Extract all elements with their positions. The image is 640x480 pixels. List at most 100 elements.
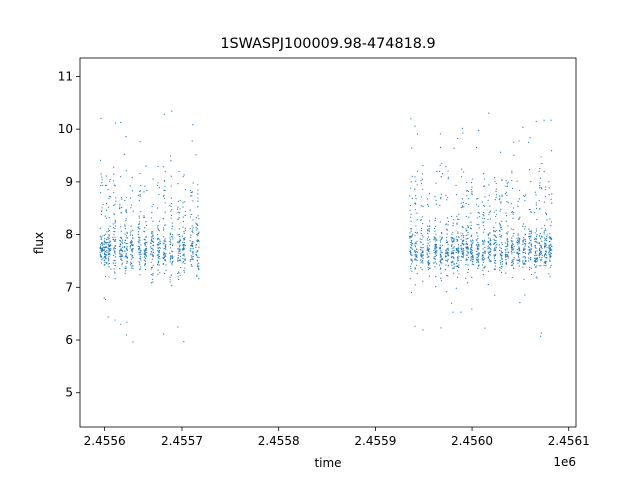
data-point (145, 243, 147, 245)
data-point (525, 240, 527, 243)
data-point (518, 237, 520, 239)
data-point (102, 257, 104, 259)
data-point (115, 264, 117, 267)
data-point (538, 200, 540, 202)
data-point (541, 240, 543, 242)
data-point (494, 265, 496, 267)
data-point (506, 185, 509, 187)
data-point (442, 244, 444, 246)
data-point (456, 260, 458, 262)
data-point (524, 245, 526, 247)
data-point (519, 238, 521, 240)
data-point (112, 223, 114, 225)
data-point (140, 257, 142, 259)
data-point (467, 247, 469, 249)
data-point (145, 255, 148, 257)
data-point (504, 248, 506, 251)
data-point (195, 246, 197, 249)
data-point (525, 260, 527, 262)
data-point (139, 262, 141, 264)
data-point (524, 200, 526, 202)
data-point (139, 248, 141, 250)
data-point (198, 218, 200, 220)
data-point (484, 241, 486, 243)
data-point (463, 171, 465, 173)
data-point (162, 229, 165, 231)
data-point (457, 232, 459, 234)
data-point (544, 189, 547, 191)
data-point (114, 227, 116, 230)
data-point (108, 235, 110, 237)
data-point (512, 228, 514, 231)
data-point (150, 253, 152, 255)
data-point (104, 255, 107, 258)
data-point (191, 241, 193, 243)
data-point (453, 240, 455, 242)
data-point (481, 240, 484, 242)
data-point (507, 231, 509, 233)
data-point (162, 195, 164, 197)
data-point (138, 251, 140, 254)
data-point (421, 238, 423, 240)
x-tick-label: 2.4561 (548, 434, 590, 448)
data-point (450, 236, 453, 239)
data-point (511, 211, 514, 213)
data-point (192, 231, 194, 233)
data-point (470, 182, 473, 184)
data-point (544, 244, 546, 246)
data-point (177, 326, 179, 328)
data-point (104, 254, 106, 256)
data-point (152, 264, 154, 266)
data-point (162, 257, 164, 260)
data-point (192, 219, 194, 221)
data-point (143, 249, 145, 251)
data-point (530, 249, 532, 251)
data-point (121, 198, 123, 200)
data-point (495, 215, 497, 218)
data-point (189, 209, 191, 211)
data-point (506, 248, 508, 250)
data-point (550, 150, 553, 152)
data-point (426, 248, 429, 250)
data-point (100, 184, 102, 187)
data-point (105, 262, 108, 264)
data-point (445, 251, 447, 253)
data-point (150, 232, 153, 234)
data-point (198, 231, 200, 233)
data-point (426, 252, 428, 254)
data-point (114, 221, 116, 223)
data-point (466, 254, 468, 257)
data-point (145, 248, 147, 250)
data-point (435, 253, 437, 255)
data-point (103, 297, 105, 299)
data-point (499, 253, 501, 255)
data-point (441, 257, 443, 260)
data-point (471, 186, 473, 188)
data-point (102, 235, 104, 237)
data-point (100, 244, 102, 246)
data-point (198, 246, 200, 248)
data-point (476, 253, 478, 256)
data-point (482, 274, 484, 276)
data-point (130, 254, 132, 256)
data-point (545, 239, 548, 242)
data-point (518, 217, 520, 220)
data-point (500, 202, 502, 204)
data-point (551, 249, 553, 251)
data-point (545, 254, 548, 256)
data-point (483, 231, 485, 233)
data-point (462, 236, 464, 238)
data-point (453, 239, 455, 242)
data-point (511, 251, 513, 253)
data-point (466, 190, 468, 192)
data-point (513, 256, 515, 259)
y-tick-label: 5 (65, 386, 73, 400)
data-point (414, 242, 416, 244)
data-point (163, 197, 165, 199)
data-point (467, 226, 469, 229)
data-point (490, 244, 492, 246)
data-point (137, 194, 139, 196)
data-point (465, 247, 467, 249)
data-point (499, 230, 501, 232)
data-point (535, 230, 538, 232)
